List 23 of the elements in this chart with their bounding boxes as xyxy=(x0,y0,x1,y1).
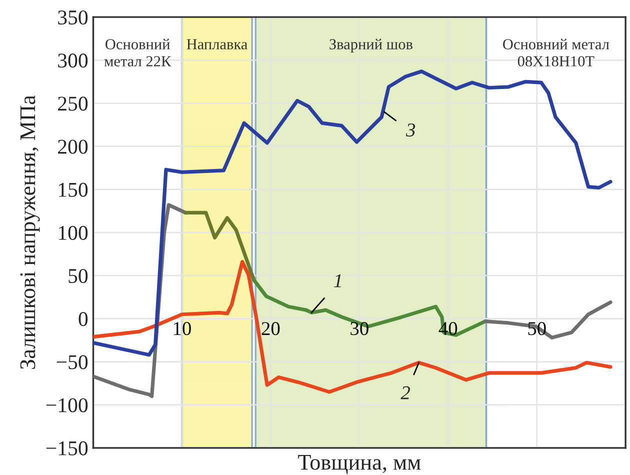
y-tick-label: 150 xyxy=(58,182,88,197)
y-tick-label: 0 xyxy=(78,312,88,326)
y-tick-label: −50 xyxy=(56,355,88,370)
x-tick-label: 10 xyxy=(174,322,191,336)
band-label: Наплавка xyxy=(186,39,248,50)
y-tick-label: 250 xyxy=(58,96,88,111)
y-tick-label: 100 xyxy=(58,226,88,240)
y-tick-label: −100 xyxy=(46,398,88,412)
annotation: 2 xyxy=(400,386,410,400)
y-tick-label: −150 xyxy=(46,441,88,456)
x-tick-label: 20 xyxy=(262,322,280,336)
x-axis-title: Товщина, мм xyxy=(298,455,421,474)
band-label: Зварний шов xyxy=(330,38,412,52)
annotation: 3 xyxy=(406,124,416,137)
y-tick-label: 50 xyxy=(68,268,88,284)
band-label: Основний метал 08Х18Н10Т xyxy=(503,38,610,66)
annotation: 1 xyxy=(334,274,341,288)
y-tick-label: 300 xyxy=(58,54,88,68)
x-tick-label: 30 xyxy=(350,322,368,336)
y-axis-title: Залишкові напруження, МПа xyxy=(20,95,40,369)
band-label: Основний метал 22К xyxy=(104,38,172,66)
y-tick-label: 350 xyxy=(58,10,88,25)
y-tick-label: 200 xyxy=(58,140,88,154)
